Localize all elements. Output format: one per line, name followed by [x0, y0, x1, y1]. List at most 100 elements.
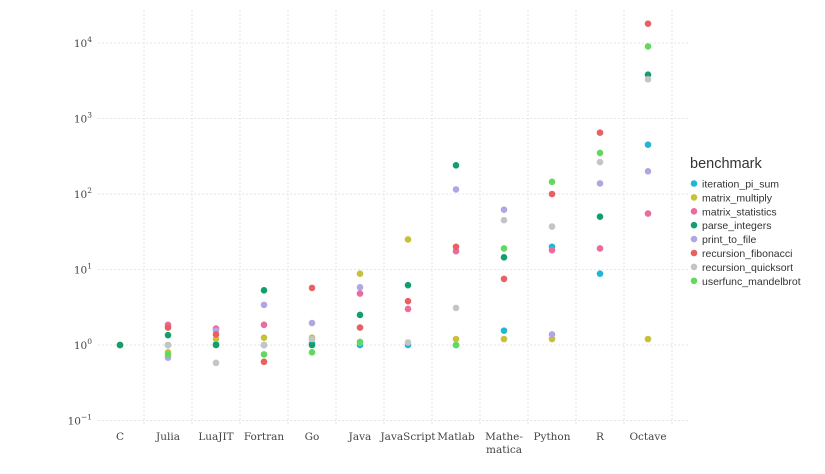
legend-item-label: userfunc_mandelbrot — [702, 276, 801, 288]
x-tick-label: R — [596, 431, 605, 443]
legend-item-label: recursion_quicksort — [702, 262, 793, 274]
point-recursion_quicksort-fortran — [260, 341, 268, 349]
y-tick-base: 10 — [74, 189, 87, 201]
y-tick-exponent: 0 — [87, 337, 92, 346]
point-userfunc_mandelbrot-mathe — [500, 245, 508, 252]
point-parse_integers-fortran — [260, 287, 268, 294]
point-recursion_fibonacci-mathe — [500, 275, 508, 283]
point-recursion_quicksort-go — [308, 335, 316, 343]
x-tick-label: Octave — [629, 431, 666, 443]
legend-item-label: parse_integers — [702, 220, 771, 232]
legend-marker — [690, 194, 698, 201]
legend-marker — [690, 208, 698, 215]
point-matrix_multiply-octave — [644, 335, 652, 343]
y-tick-base: 10 — [68, 416, 81, 428]
grid-lines — [98, 10, 688, 425]
legend-marker — [690, 263, 698, 271]
x-tick-label: Julia — [155, 431, 180, 443]
y-tick-base: 10 — [74, 340, 87, 352]
point-recursion_quicksort-r — [596, 158, 604, 166]
legend-item-label: matrix_statistics — [702, 206, 777, 218]
point-matrix_multiply-matlab — [452, 335, 460, 343]
point-recursion_quicksort-javascript — [404, 339, 412, 346]
y-tick-exponent: 2 — [87, 186, 92, 195]
point-recursion_fibonacci-r — [596, 129, 604, 136]
legend-marker — [690, 180, 698, 187]
point-recursion_quicksort-matlab — [452, 304, 460, 312]
point-recursion_quicksort-julia — [164, 341, 172, 349]
data-points — [116, 20, 652, 367]
x-tick-label: Go — [305, 431, 320, 443]
point-iteration_pi_sum-r — [596, 270, 604, 277]
point-matrix_statistics-javascript — [404, 305, 412, 313]
legend-item-label: matrix_multiply — [702, 192, 773, 204]
point-recursion_quicksort-python — [548, 223, 556, 230]
point-matrix_multiply-luajit — [212, 335, 220, 343]
y-tick-base: 10 — [74, 114, 87, 126]
x-tick-label: Fortran — [244, 431, 285, 443]
legend-item-label: iteration_pi_sum — [702, 179, 779, 191]
point-parse_integers-mathe — [500, 254, 508, 261]
y-tick-label: 101 — [74, 262, 92, 277]
point-print_to_file-fortran — [260, 301, 268, 309]
x-tick-label-line2: matica — [486, 444, 522, 456]
x-tick-label: C — [116, 431, 124, 443]
point-print_to_file-mathe — [500, 206, 508, 213]
legend-marker — [690, 249, 698, 257]
point-print_to_file-matlab — [452, 186, 460, 193]
x-tick-label: Python — [533, 431, 570, 443]
point-matrix_multiply-java — [356, 270, 364, 277]
point-matrix_statistics-octave — [644, 210, 652, 217]
y-tick-exponent: 3 — [87, 111, 92, 120]
x-tick-label: JavaScript — [379, 431, 436, 443]
legend-item-label: print_to_file — [702, 234, 756, 246]
y-tick-base: 10 — [74, 265, 87, 277]
point-print_to_file-octave — [644, 167, 652, 175]
point-print_to_file-python — [548, 331, 556, 338]
point-matrix_multiply-javascript — [404, 236, 412, 243]
point-matrix_statistics-python — [548, 246, 556, 254]
point-recursion_quicksort-luajit — [212, 359, 220, 367]
point-parse_integers-julia — [164, 331, 172, 339]
point-print_to_file-r — [596, 180, 604, 187]
point-parse_integers-octave — [644, 71, 652, 79]
point-recursion_fibonacci-python — [548, 190, 556, 198]
point-userfunc_mandelbrot-r — [596, 149, 604, 157]
y-tick-label: 104 — [74, 35, 92, 50]
y-tick-base: 10 — [74, 38, 87, 50]
x-tick-label: Matlab — [437, 431, 475, 443]
point-iteration_pi_sum-mathe — [500, 327, 508, 334]
point-parse_integers-go — [308, 341, 316, 349]
point-recursion_quicksort-mathe — [500, 216, 508, 224]
legend-marker — [690, 221, 698, 229]
legend-item-label: recursion_fibonacci — [702, 248, 792, 260]
point-print_to_file-java — [356, 284, 364, 291]
y-tick-exponent: −1 — [81, 413, 92, 422]
point-parse_integers-luajit — [212, 341, 220, 349]
point-parse_integers-r — [596, 213, 604, 221]
point-userfunc_mandelbrot-java — [356, 338, 364, 346]
legend-marker — [690, 277, 698, 285]
point-matrix_statistics-java — [356, 290, 364, 297]
y-tick-label: 102 — [74, 186, 92, 201]
point-recursion_fibonacci-javascript — [404, 297, 412, 305]
legend-title: benchmark — [690, 156, 762, 172]
x-tick-label: LuaJIT — [198, 431, 233, 443]
point-iteration_pi_sum-octave — [644, 141, 652, 148]
point-recursion_fibonacci-octave — [644, 20, 652, 28]
x-axis: C Julia LuaJIT Fortran Go Java JavaScript Matla… — [116, 431, 667, 456]
point-print_to_file-go — [308, 319, 316, 327]
point-userfunc_mandelbrot-octave — [644, 43, 652, 50]
point-recursion_fibonacci-fortran — [260, 358, 268, 366]
x-tick-label: Mathe- — [485, 431, 523, 443]
point-matrix_multiply-fortran — [260, 334, 268, 341]
point-parse_integers-java — [356, 311, 364, 319]
y-tick-exponent: 4 — [87, 35, 92, 44]
x-tick-label: Java — [348, 431, 372, 443]
point-parse_integers-javascript — [404, 281, 412, 289]
point-userfunc_mandelbrot-fortran — [260, 351, 268, 358]
y-tick-label: 103 — [74, 111, 92, 126]
point-parse_integers-matlab — [452, 161, 460, 169]
point-recursion_fibonacci-matlab — [452, 243, 460, 251]
